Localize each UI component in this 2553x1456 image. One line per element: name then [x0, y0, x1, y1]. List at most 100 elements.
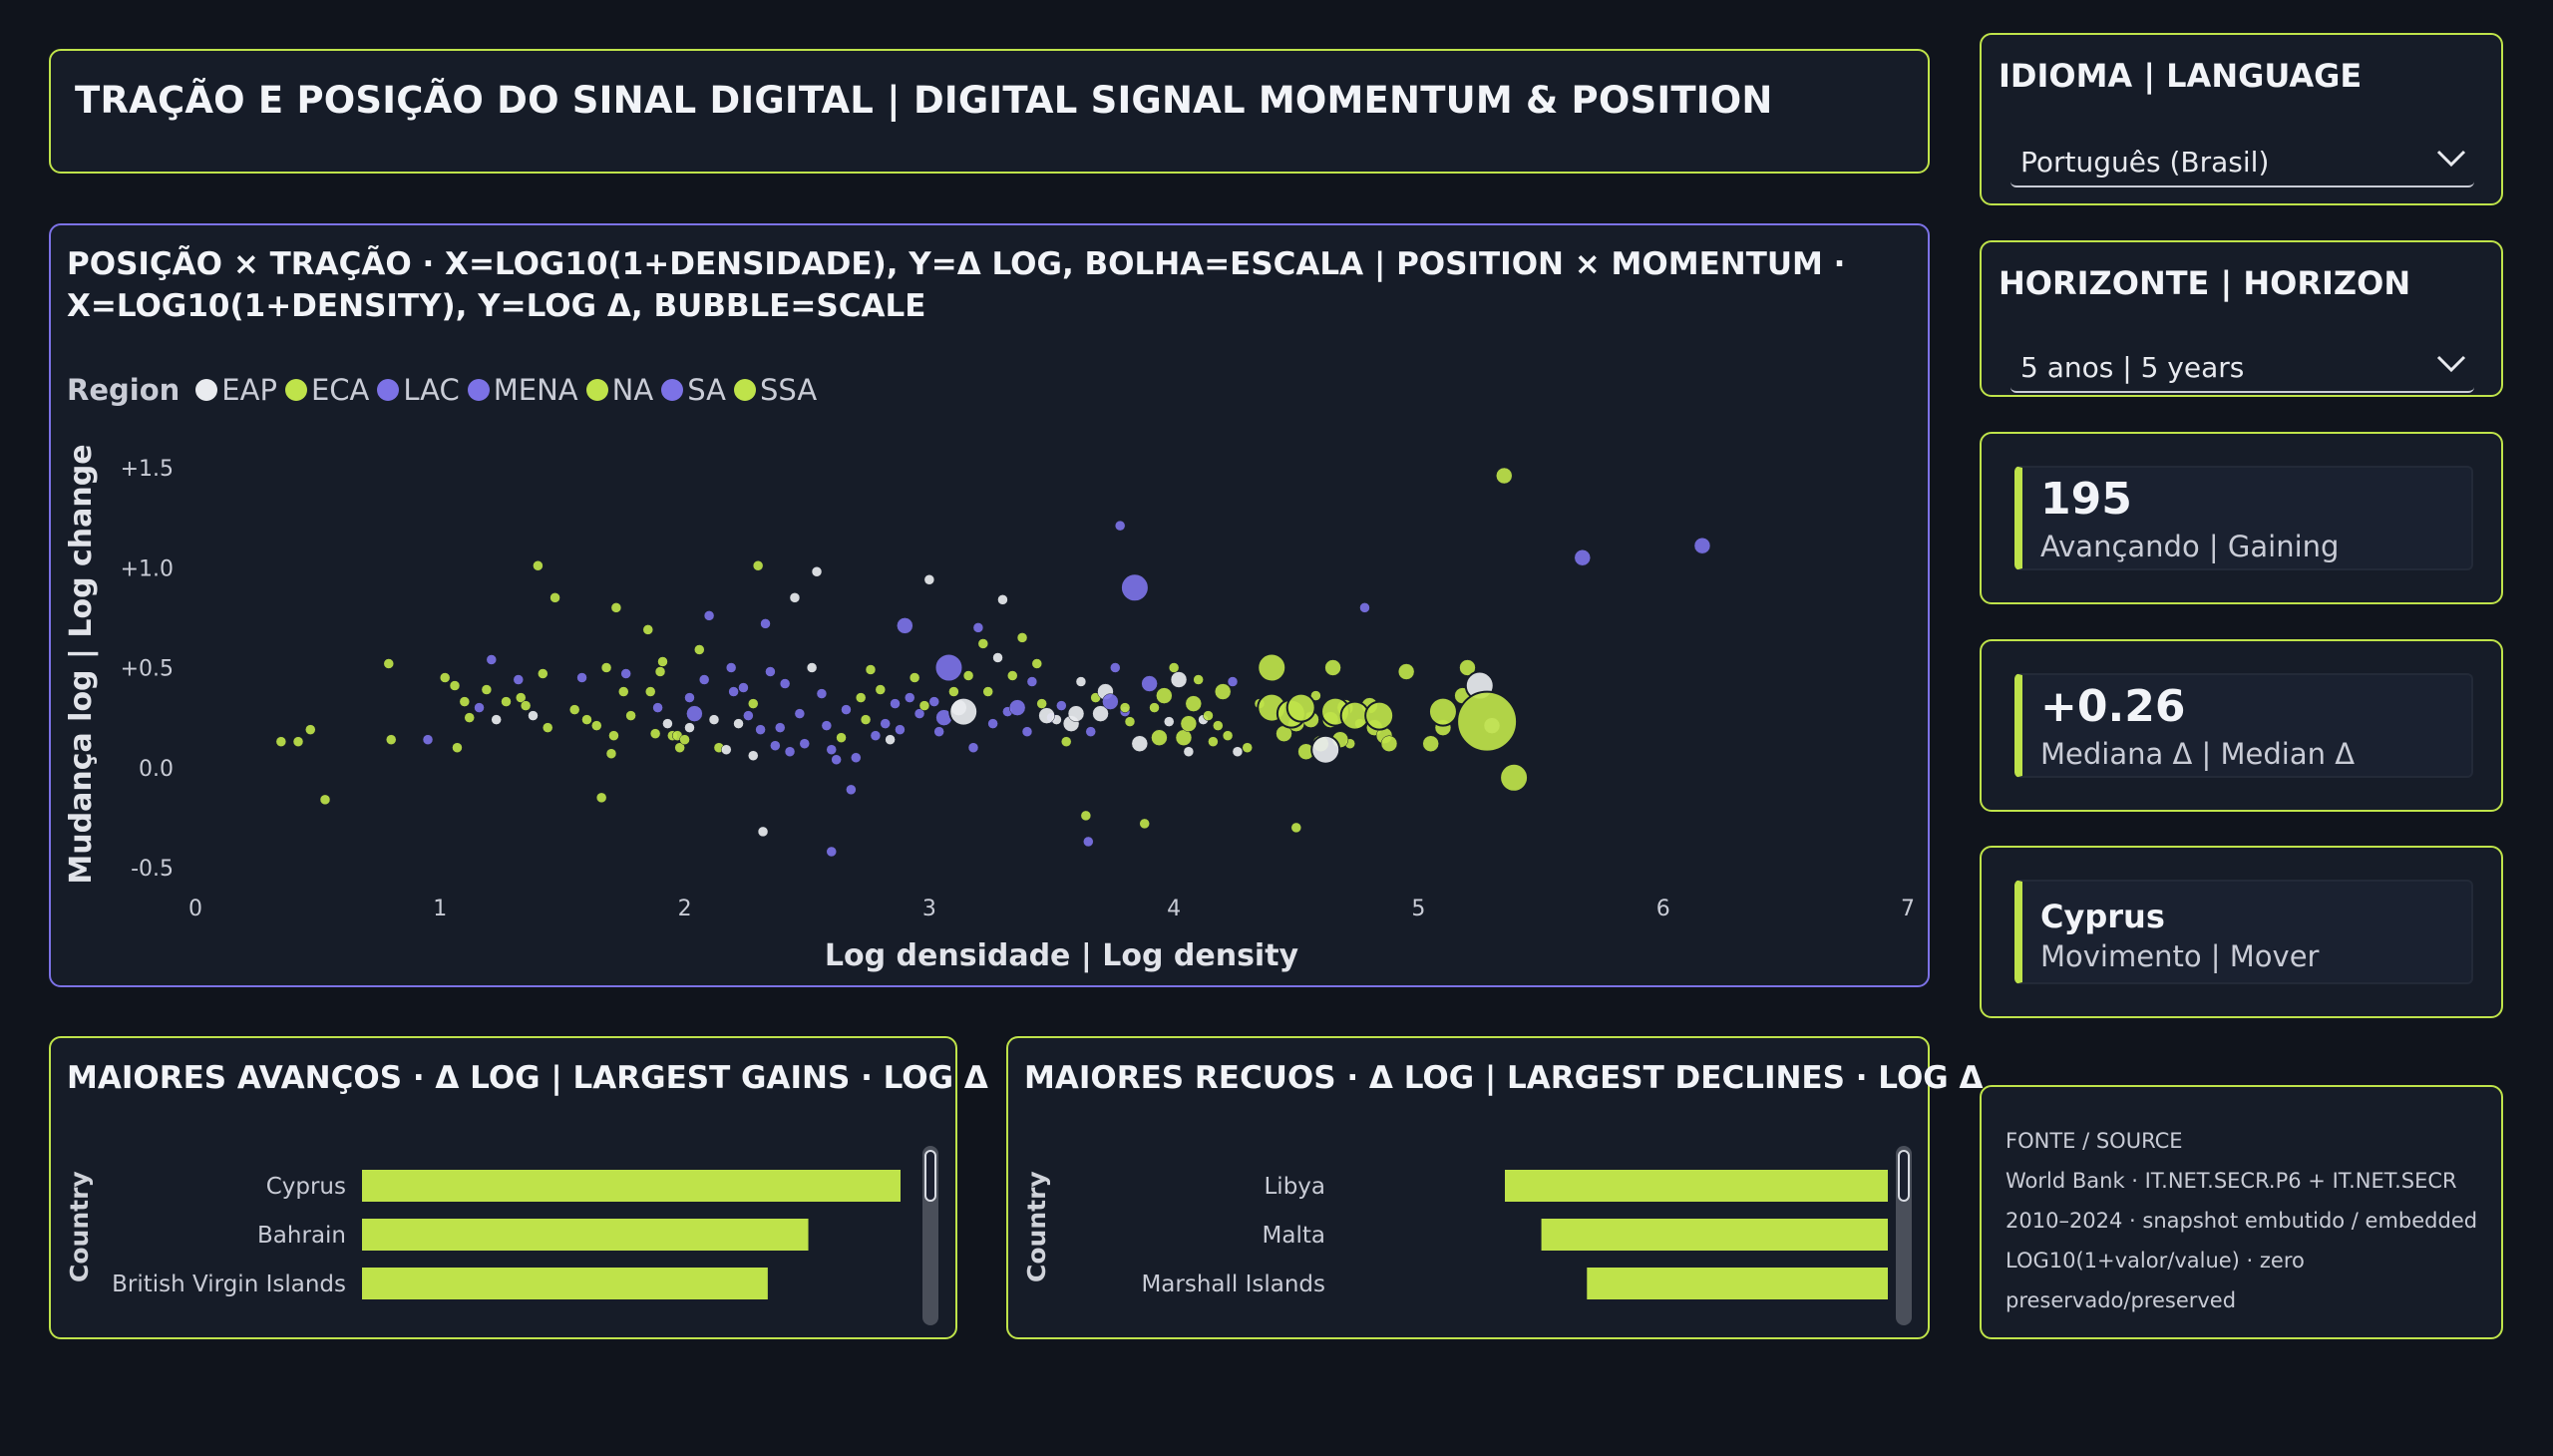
gains-bar-chart[interactable]: Cyprus Bahrain British Virgin Islands	[51, 1038, 955, 1337]
scatter-point[interactable]	[501, 696, 512, 707]
scatter-point[interactable]	[422, 734, 434, 745]
scatter-point[interactable]	[1031, 658, 1043, 669]
scatter-point[interactable]	[1427, 696, 1458, 727]
scatter-point[interactable]	[933, 726, 944, 737]
scatter-point[interactable]	[1203, 710, 1214, 721]
scatter-point[interactable]	[1242, 742, 1253, 753]
scatter-point[interactable]	[1496, 467, 1513, 485]
bar[interactable]	[362, 1170, 901, 1202]
scatter-point[interactable]	[674, 742, 685, 753]
scatter-point[interactable]	[1085, 726, 1096, 737]
scatter-point[interactable]	[1141, 675, 1158, 692]
scatter-point[interactable]	[909, 672, 920, 683]
scatter-point[interactable]	[1080, 810, 1092, 822]
scatter-point[interactable]	[1324, 659, 1341, 676]
scatter-point[interactable]	[383, 658, 395, 669]
scatter-point[interactable]	[275, 736, 287, 747]
scatter-point[interactable]	[595, 792, 607, 804]
scatter-point[interactable]	[836, 732, 847, 743]
scatter-point[interactable]	[841, 704, 852, 715]
scatter-point[interactable]	[870, 730, 882, 741]
scatter-point[interactable]	[576, 672, 587, 683]
scatter-point[interactable]	[1183, 746, 1195, 757]
scatter-point[interactable]	[972, 622, 984, 633]
scatter-point[interactable]	[967, 742, 979, 753]
scatter-point[interactable]	[1459, 659, 1476, 676]
scatter-point[interactable]	[1056, 700, 1067, 711]
declines-scrollbar-thumb[interactable]	[1898, 1150, 1910, 1202]
scatter-point[interactable]	[305, 724, 316, 735]
scatter-point[interactable]	[520, 700, 532, 711]
scatter-point[interactable]	[1290, 822, 1302, 834]
scatter-point[interactable]	[618, 686, 629, 697]
scatter-point[interactable]	[684, 722, 695, 733]
scatter-point[interactable]	[928, 696, 940, 707]
scatter-point[interactable]	[605, 748, 617, 759]
scatter-point[interactable]	[679, 734, 690, 745]
legend-item-na[interactable]: NA	[585, 373, 653, 407]
scatter-point[interactable]	[581, 714, 592, 725]
scatter-point[interactable]	[821, 720, 833, 731]
scatter-point[interactable]	[806, 662, 818, 673]
legend-item-ssa[interactable]: SSA	[734, 373, 817, 407]
scatter-point[interactable]	[1156, 687, 1173, 704]
scatter-point[interactable]	[686, 705, 703, 722]
scatter-point[interactable]	[794, 708, 806, 719]
scatter-point[interactable]	[654, 666, 666, 677]
gains-scrollbar-thumb[interactable]	[924, 1150, 936, 1202]
scatter-point[interactable]	[515, 692, 527, 703]
scatter-point[interactable]	[789, 592, 801, 603]
scatter-point[interactable]	[600, 662, 612, 673]
scatter-point[interactable]	[1036, 698, 1047, 709]
scatter-point[interactable]	[948, 686, 959, 697]
scatter-point[interactable]	[591, 720, 602, 731]
scatter-point[interactable]	[1232, 746, 1244, 757]
scatter-point[interactable]	[1456, 690, 1519, 753]
scatter-point[interactable]	[1285, 692, 1316, 723]
scatter-point[interactable]	[933, 652, 964, 683]
scatter-point[interactable]	[748, 698, 759, 709]
scatter-point[interactable]	[904, 692, 915, 703]
scatter-point[interactable]	[528, 710, 539, 721]
scatter-point[interactable]	[1083, 836, 1094, 848]
scatter-point[interactable]	[997, 594, 1008, 605]
legend-item-sa[interactable]: SA	[661, 373, 726, 407]
scatter-point[interactable]	[568, 704, 580, 715]
scatter-panel[interactable]: POSIÇÃO × TRAÇÃO · X=LOG10(1+DENSIDADE),…	[49, 223, 1930, 987]
scatter-point[interactable]	[1060, 736, 1072, 747]
scatter-point[interactable]	[439, 672, 451, 683]
scatter-point[interactable]	[1021, 726, 1033, 737]
scatter-point[interactable]	[1380, 735, 1398, 752]
scatter-point[interactable]	[738, 682, 749, 693]
scatter-point[interactable]	[1119, 702, 1131, 713]
scatter-point[interactable]	[721, 744, 732, 755]
scatter-point[interactable]	[860, 714, 872, 725]
scatter-point[interactable]	[1180, 715, 1198, 732]
scatter-point[interactable]	[1139, 818, 1150, 830]
scatter-point[interactable]	[657, 656, 668, 667]
scatter-point[interactable]	[1185, 695, 1203, 712]
scatter-point[interactable]	[533, 559, 544, 571]
scatter-point[interactable]	[1008, 699, 1026, 716]
scatter-point[interactable]	[846, 784, 857, 796]
legend-item-eca[interactable]: ECA	[284, 373, 369, 407]
scatter-point[interactable]	[491, 714, 502, 725]
scatter-point[interactable]	[319, 794, 331, 806]
scatter-point[interactable]	[755, 724, 766, 735]
horizon-dropdown[interactable]: 5 anos | 5 years	[2010, 341, 2474, 393]
language-dropdown[interactable]: Português (Brasil)	[2010, 136, 2474, 187]
scatter-point[interactable]	[649, 728, 661, 739]
scatter-point[interactable]	[1257, 652, 1287, 683]
scatter-point[interactable]	[779, 678, 791, 689]
scatter-point[interactable]	[610, 602, 622, 613]
scatter-plot[interactable]: +1.5 +1.0 +0.5 0.0 -0.5 0 1 2 3 4 5 6 7 Log densidade…	[51, 225, 1928, 985]
scatter-point[interactable]	[1151, 729, 1168, 746]
scatter-point[interactable]	[851, 752, 862, 763]
scatter-point[interactable]	[811, 566, 823, 577]
scatter-point[interactable]	[1168, 662, 1180, 673]
scatter-point[interactable]	[684, 692, 695, 703]
scatter-point[interactable]	[708, 714, 720, 725]
scatter-point[interactable]	[992, 652, 1003, 663]
legend-item-eap[interactable]: EAP	[195, 373, 277, 407]
scatter-point[interactable]	[620, 668, 631, 679]
